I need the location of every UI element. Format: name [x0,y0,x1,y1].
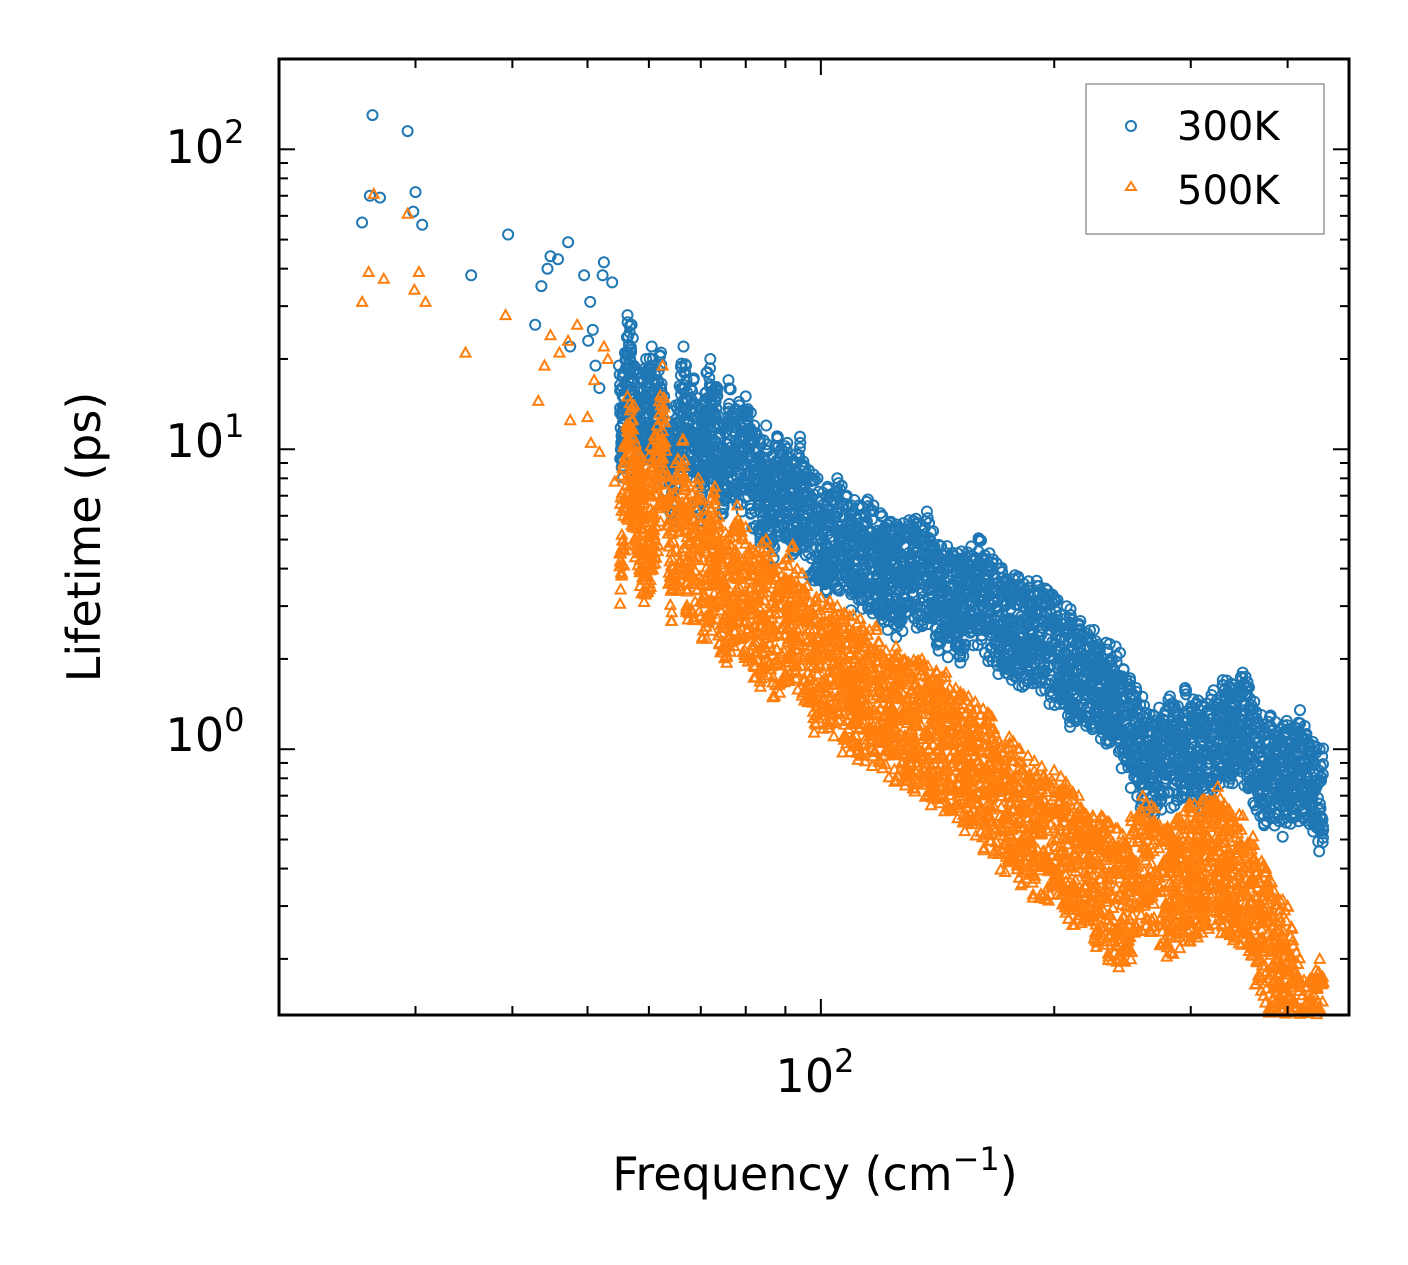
data-point-300k [645,340,658,353]
data-point-300k [529,318,542,331]
data-point-300k [401,125,414,138]
data-point-300k [1280,714,1293,727]
data-point-300k [794,436,807,449]
data-point-300k [941,540,954,553]
data-point-300k [606,276,619,289]
data-point-300k [596,269,609,282]
data-points-layer [355,109,1330,1020]
data-point-300k [586,323,599,336]
data-point-300k [1110,650,1123,663]
data-point-300k [366,109,379,122]
data-point-300k [544,250,557,263]
data-point-300k [597,256,610,269]
data-point-300k [409,186,422,199]
data-point-300k [535,280,548,293]
data-point-300k [562,236,575,249]
data-point-300k [1316,750,1329,763]
data-point-300k [760,419,773,432]
data-point-300k [356,216,369,229]
data-point-300k [1015,589,1028,602]
data-point-300k [541,262,554,275]
data-point-300k [502,228,515,241]
data-point-300k [589,359,602,372]
data-point-300k [794,430,806,443]
data-point-300k [582,334,595,347]
data-point-300k [416,218,429,231]
data-point-300k [578,269,591,282]
data-point-300k [552,253,564,266]
data-point-300k [1294,704,1306,717]
data-point-300k [584,295,597,308]
data-point-300k [465,269,478,282]
data-point-300k [677,340,690,353]
